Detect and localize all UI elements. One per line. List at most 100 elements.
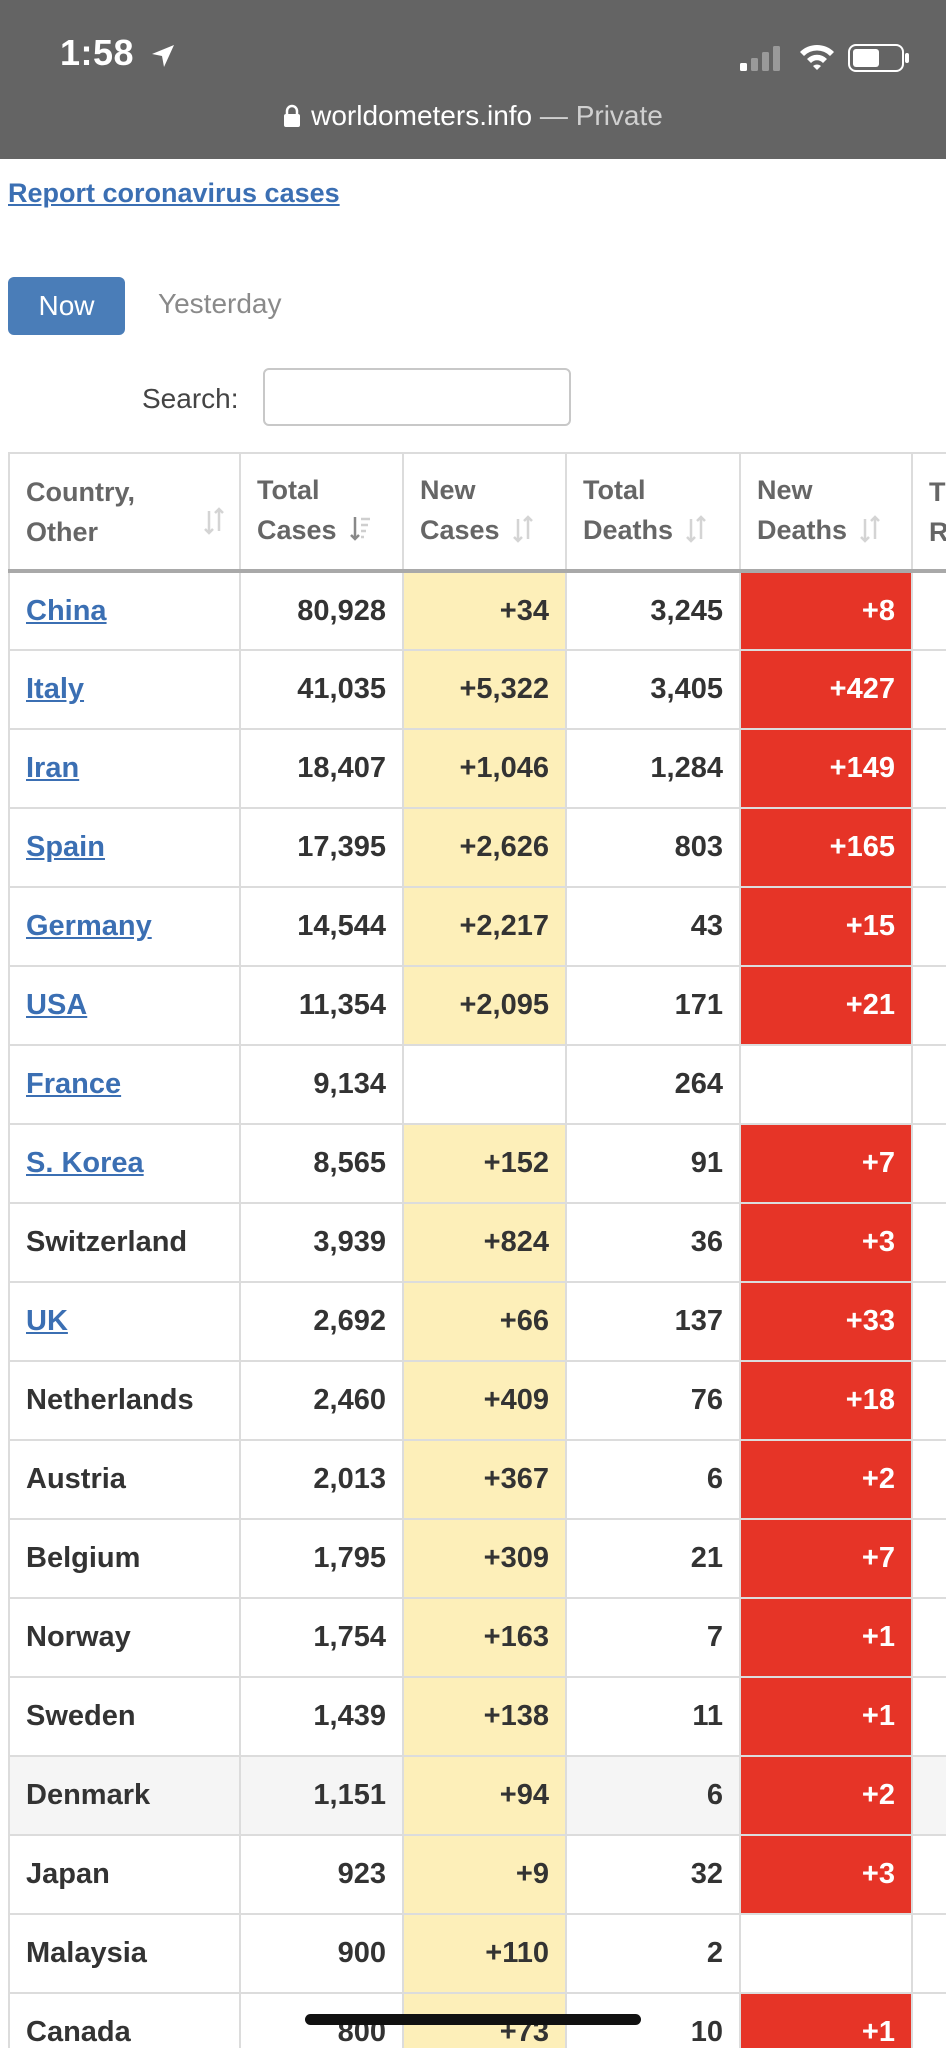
country-name: Sweden xyxy=(26,1700,136,1732)
header-label: Total xyxy=(583,474,646,505)
country-link[interactable]: China xyxy=(26,594,107,627)
table-row: France 9,134 264 xyxy=(8,1044,946,1125)
sort-icon[interactable] xyxy=(859,514,881,554)
total-deaths-cell: 3,405 xyxy=(565,649,741,730)
new-cases-cell: +34 xyxy=(402,570,567,651)
new-deaths-cell: +149 xyxy=(739,728,913,809)
country-cell[interactable]: S. Korea xyxy=(8,1123,241,1204)
country-cell[interactable]: USA xyxy=(8,965,241,1046)
total-cases-cell: 2,460 xyxy=(239,1360,404,1441)
header-label: Deaths xyxy=(583,514,674,545)
total-deaths-cell: 36 xyxy=(565,1202,741,1283)
now-tab-button[interactable]: Now xyxy=(8,277,125,335)
home-indicator xyxy=(305,2014,641,2025)
country-link[interactable]: Spain xyxy=(26,831,105,863)
country-link[interactable]: France xyxy=(26,1068,122,1100)
new-cases-cell: +1,046 xyxy=(402,728,567,809)
new-deaths-cell: +33 xyxy=(739,1281,913,1362)
status-time: 1:58 xyxy=(60,32,135,73)
country-name: Japan xyxy=(26,1858,110,1890)
header-label: R xyxy=(929,516,946,547)
total-deaths-cell: 1,284 xyxy=(565,728,741,809)
country-link[interactable]: UK xyxy=(26,1305,68,1337)
new-cases-cell: +138 xyxy=(402,1676,567,1757)
total-recovered-cell xyxy=(911,965,946,1046)
total-recovered-cell xyxy=(911,1755,946,1836)
sort-icon[interactable] xyxy=(203,506,225,546)
total-cases-cell: 3,939 xyxy=(239,1202,404,1283)
total-deaths-cell: 264 xyxy=(565,1044,741,1125)
yesterday-tab-button[interactable]: Yesterday xyxy=(158,288,282,319)
header-label: T xyxy=(929,476,946,507)
country-link[interactable]: Iran xyxy=(26,752,80,784)
url-bar[interactable]: worldometers.info — Private xyxy=(0,100,946,135)
total-cases-cell: 900 xyxy=(239,1913,404,1994)
country-link[interactable]: Germany xyxy=(26,910,152,942)
table-row: Belgium 1,795 +309 21 +7 xyxy=(8,1518,946,1599)
total-deaths-cell: 3,245 xyxy=(565,570,741,651)
country-cell[interactable]: Spain xyxy=(8,807,241,888)
total-recovered-cell xyxy=(911,886,946,967)
country-cell: Sweden xyxy=(8,1676,241,1757)
country-cell: Canada xyxy=(8,1992,241,2048)
country-cell[interactable]: UK xyxy=(8,1281,241,1362)
header-total-deaths[interactable]: Total Deaths xyxy=(565,452,741,573)
report-cases-link[interactable]: Report coronavirus cases xyxy=(8,178,340,208)
new-cases-cell: +9 xyxy=(402,1834,567,1915)
table-row: Malaysia 900 +110 2 xyxy=(8,1913,946,1994)
new-cases-cell: +94 xyxy=(402,1755,567,1836)
header-total-recovered[interactable]: T R xyxy=(911,452,946,573)
country-name: Malaysia xyxy=(26,1937,147,1969)
header-total-cases[interactable]: Total Cases xyxy=(239,452,404,573)
total-cases-cell: 1,754 xyxy=(239,1597,404,1678)
search-input[interactable] xyxy=(263,368,571,426)
new-cases-cell: +2,217 xyxy=(402,886,567,967)
country-link[interactable]: S. Korea xyxy=(26,1147,144,1179)
new-cases-cell: +2,095 xyxy=(402,965,567,1046)
country-name: Belgium xyxy=(26,1542,141,1574)
header-label: New xyxy=(420,474,476,505)
country-cell[interactable]: China xyxy=(8,570,241,651)
country-link[interactable]: Italy xyxy=(26,673,85,705)
new-deaths-cell: +2 xyxy=(739,1755,913,1836)
new-cases-cell: +110 xyxy=(402,1913,567,1994)
new-deaths-cell xyxy=(739,1913,913,1994)
table-row: Japan 923 +9 32 +3 xyxy=(8,1834,946,1915)
cases-table-container[interactable]: Country, Other Total Cases xyxy=(8,452,946,2048)
table-row: Spain 17,395 +2,626 803 +165 xyxy=(8,807,946,888)
total-recovered-cell xyxy=(911,1360,946,1441)
country-cell[interactable]: Iran xyxy=(8,728,241,809)
table-row: Sweden 1,439 +138 11 +1 xyxy=(8,1676,946,1757)
browser-chrome: 1:58 worldometers.info — Pr xyxy=(0,0,946,159)
country-cell: Austria xyxy=(8,1439,241,1520)
total-deaths-cell: 171 xyxy=(565,965,741,1046)
total-recovered-cell xyxy=(911,1044,946,1125)
new-cases-cell: +409 xyxy=(402,1360,567,1441)
sort-icon[interactable] xyxy=(512,514,534,554)
sort-desc-icon[interactable] xyxy=(349,514,371,554)
header-label: New xyxy=(757,474,813,505)
country-cell: Switzerland xyxy=(8,1202,241,1283)
new-deaths-cell: +1 xyxy=(739,1597,913,1678)
country-link[interactable]: USA xyxy=(26,989,88,1021)
header-country[interactable]: Country, Other xyxy=(8,452,241,573)
total-deaths-cell: 6 xyxy=(565,1439,741,1520)
table-row: Norway 1,754 +163 7 +1 xyxy=(8,1597,946,1678)
header-new-deaths[interactable]: New Deaths xyxy=(739,452,913,573)
country-name: Netherlands xyxy=(26,1384,194,1416)
new-deaths-cell: +2 xyxy=(739,1439,913,1520)
total-recovered-cell xyxy=(911,1518,946,1599)
total-cases-cell: 8,565 xyxy=(239,1123,404,1204)
new-deaths-cell: +15 xyxy=(739,886,913,967)
country-cell: Denmark xyxy=(8,1755,241,1836)
total-recovered-cell xyxy=(911,1676,946,1757)
country-cell[interactable]: Italy xyxy=(8,649,241,730)
header-new-cases[interactable]: New Cases xyxy=(402,452,567,573)
total-cases-cell: 1,151 xyxy=(239,1755,404,1836)
country-cell[interactable]: Germany xyxy=(8,886,241,967)
sort-icon[interactable] xyxy=(685,514,707,554)
table-row: China 80,928 +34 3,245 +8 xyxy=(8,570,946,651)
country-cell[interactable]: France xyxy=(8,1044,241,1125)
location-arrow-icon xyxy=(150,43,176,74)
new-deaths-cell: +1 xyxy=(739,1992,913,2048)
